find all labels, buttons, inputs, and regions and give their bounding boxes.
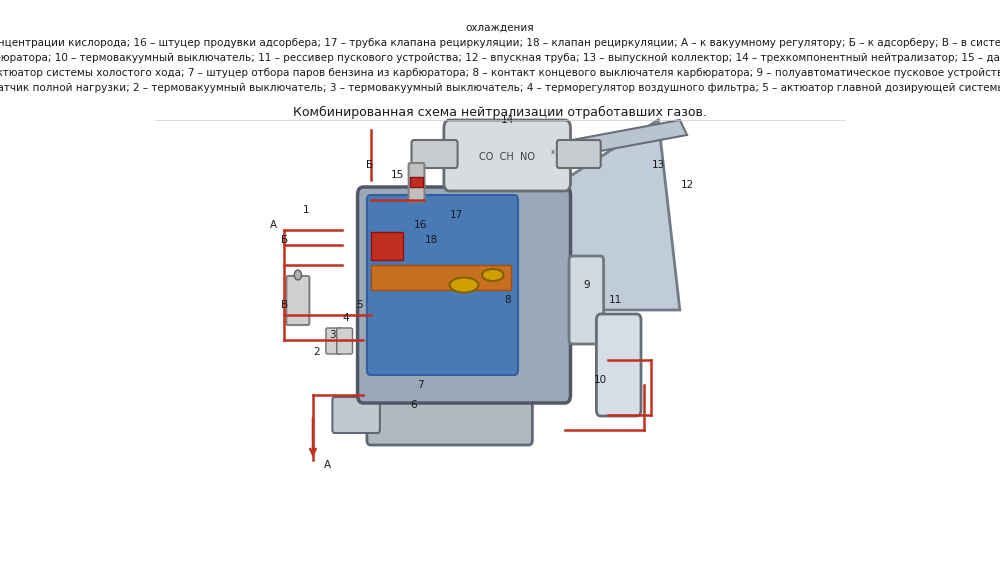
Bar (140, 120, 860, 550)
Ellipse shape (450, 278, 478, 292)
Text: 8: 8 (504, 295, 511, 305)
Text: 3: 3 (329, 330, 336, 340)
FancyBboxPatch shape (569, 256, 604, 344)
Text: актюатор системы холостого хода; 7 – штуцер отбора паров бензина из карбюратора;: актюатор системы холостого хода; 7 – шту… (0, 68, 1000, 78)
Text: x: x (551, 149, 555, 155)
FancyBboxPatch shape (412, 140, 458, 168)
Text: 11: 11 (608, 295, 622, 305)
Text: В: В (281, 300, 288, 310)
FancyBboxPatch shape (326, 328, 342, 354)
FancyBboxPatch shape (358, 187, 570, 403)
FancyBboxPatch shape (444, 120, 570, 191)
FancyBboxPatch shape (409, 163, 424, 202)
Text: 15: 15 (391, 170, 404, 180)
Text: 2: 2 (313, 347, 320, 357)
Text: А: А (270, 220, 277, 230)
Bar (371, 232, 403, 260)
Polygon shape (450, 120, 680, 310)
FancyBboxPatch shape (286, 276, 309, 325)
Text: 16: 16 (414, 220, 427, 230)
Bar (371, 265, 511, 290)
Text: CO  CH  NO: CO CH NO (479, 152, 535, 162)
Text: 12: 12 (680, 180, 694, 190)
FancyBboxPatch shape (337, 328, 353, 354)
Text: концентрации кислорода; 16 – штуцер продувки адсорбера; 17 – трубка клапана реци: концентрации кислорода; 16 – штуцер прод… (0, 38, 1000, 48)
Text: А: А (324, 460, 331, 470)
Circle shape (294, 270, 301, 280)
FancyBboxPatch shape (367, 195, 518, 375)
Text: 5: 5 (356, 300, 363, 310)
Text: 14: 14 (501, 115, 514, 125)
Text: 18: 18 (425, 235, 438, 245)
FancyBboxPatch shape (367, 345, 532, 445)
Text: охлаждения: охлаждения (466, 23, 534, 33)
Text: 9: 9 (583, 280, 590, 290)
Text: 6: 6 (410, 400, 417, 410)
Ellipse shape (482, 269, 504, 281)
FancyBboxPatch shape (332, 397, 380, 433)
Text: Б: Б (366, 160, 373, 170)
Bar (410, 177, 423, 187)
Text: 4: 4 (342, 313, 349, 323)
FancyBboxPatch shape (596, 314, 641, 416)
Text: 13: 13 (652, 160, 665, 170)
Text: 17: 17 (450, 210, 463, 220)
Text: 1 – датчик полной нагрузки; 2 – термовакуумный выключатель; 3 – термовакуумный в: 1 – датчик полной нагрузки; 2 – термовак… (0, 83, 1000, 93)
Text: 1: 1 (302, 205, 309, 215)
Polygon shape (450, 120, 687, 155)
Text: карбюратора; 10 – термовакуумный выключатель; 11 – рессивер пускового устройства: карбюратора; 10 – термовакуумный выключа… (0, 53, 1000, 63)
Text: Б: Б (281, 235, 288, 245)
FancyBboxPatch shape (557, 140, 601, 168)
Text: 7: 7 (418, 380, 424, 390)
Text: 10: 10 (594, 375, 607, 385)
Text: Комбинированная схема нейтрализации отработавших газов.: Комбинированная схема нейтрализации отра… (293, 105, 707, 118)
